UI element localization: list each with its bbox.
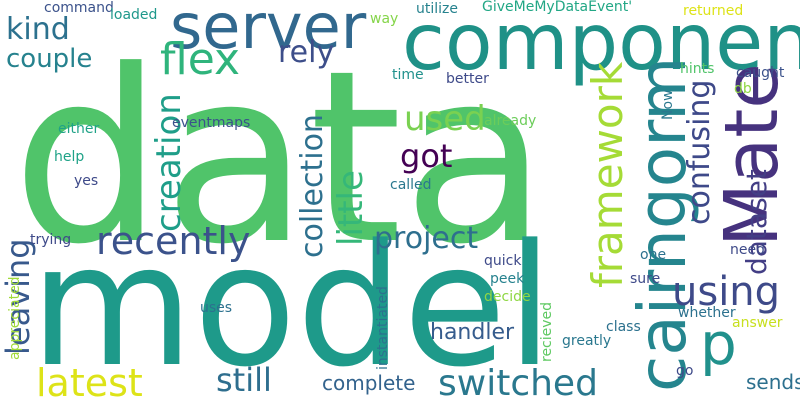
word-peek: peek: [490, 272, 524, 286]
word-need: need: [730, 243, 765, 257]
word-sends: sends: [746, 372, 800, 392]
word-already: already: [484, 114, 536, 128]
word-greatly: greatly: [562, 334, 611, 348]
word-sure: sure: [630, 272, 660, 286]
word-dataset: dataset: [743, 169, 771, 275]
word-little: little: [334, 170, 368, 246]
word-whether: whether: [678, 306, 736, 320]
word-loaded: loaded: [110, 8, 157, 22]
word-help: help: [54, 150, 84, 164]
word-better: better: [446, 72, 489, 86]
word-creation: creation: [152, 93, 186, 232]
word-utilize: utilize: [416, 2, 458, 16]
word-flex: flex: [160, 38, 240, 82]
word-hints: hints: [680, 62, 714, 76]
word-now: Now: [661, 90, 675, 121]
word-answer: answer: [732, 316, 783, 330]
word-db: db: [734, 82, 752, 96]
word-caught: caught: [736, 66, 784, 80]
word-quick: quick: [484, 254, 521, 268]
word-instantiated: instantiated: [376, 286, 390, 370]
word-couple: couple: [6, 46, 92, 72]
word-go: go: [676, 364, 693, 378]
word-time: time: [392, 68, 424, 82]
word-returned: returned: [683, 4, 743, 18]
word-uses: uses: [200, 301, 232, 315]
word-trying: trying: [30, 233, 71, 247]
word-collection: collection: [298, 114, 328, 258]
word-confusing: confusing: [685, 80, 715, 225]
word-class: class: [606, 320, 641, 334]
word-got: got: [400, 140, 452, 172]
word-command: command: [44, 1, 114, 15]
word-framework: framework: [587, 62, 629, 288]
word-complete: complete: [322, 373, 415, 393]
word-appreciated: appreciated: [8, 276, 22, 360]
word-used: used: [404, 102, 486, 136]
word-eventmaps: eventmaps: [172, 116, 250, 130]
word-recieved: recieved: [540, 302, 554, 362]
word-decide: decide: [484, 290, 531, 304]
word-either: either: [58, 122, 99, 136]
word-project: project: [374, 224, 478, 254]
word-yes: yes: [74, 174, 98, 188]
word-one: one: [640, 248, 666, 262]
word-called: called: [390, 178, 432, 192]
word-still: still: [216, 364, 272, 396]
word-handler: handler: [430, 322, 514, 344]
word-switched: switched: [438, 366, 598, 400]
word-latest: latest: [36, 364, 143, 400]
word-givememydataevent: GiveMeMyDataEvent': [482, 0, 632, 14]
word-rely: rely: [278, 38, 334, 68]
word-way: way: [370, 12, 398, 26]
word-kind: kind: [6, 15, 70, 45]
